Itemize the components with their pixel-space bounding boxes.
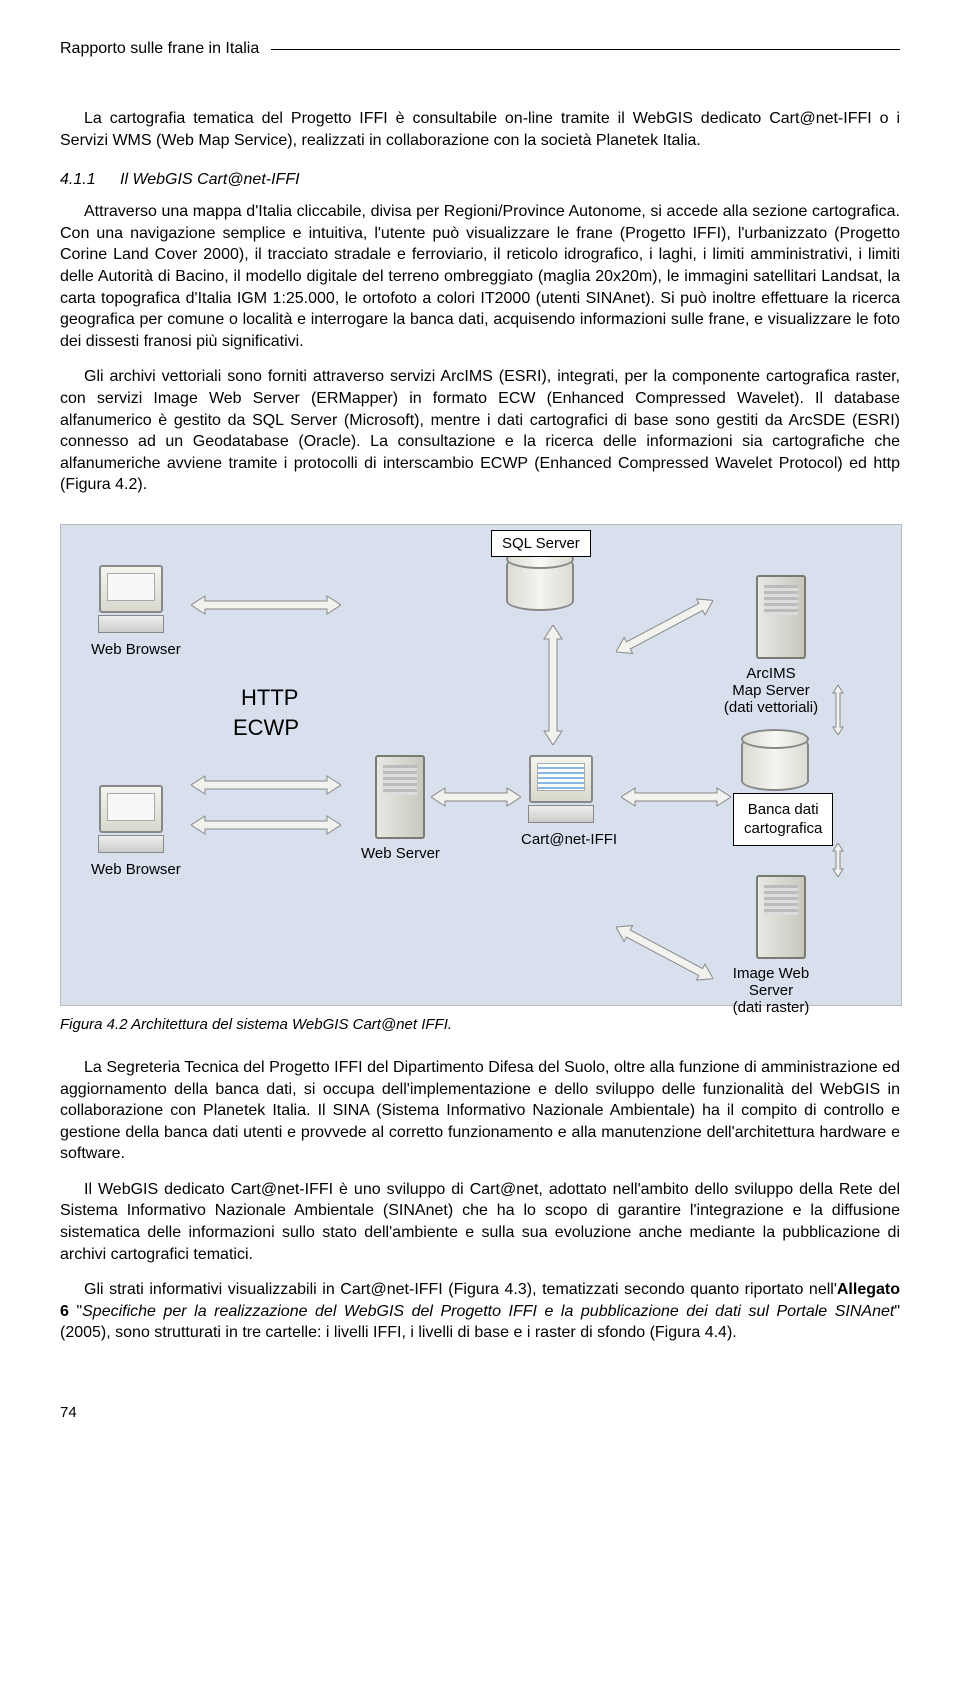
page-header: Rapporto sulle frane in Italia xyxy=(60,40,900,58)
paragraph-5: Gli strati informativi visualizzabili in… xyxy=(60,1279,900,1344)
figure-4-2: Web Browser Web Browser HTTP ECWP xyxy=(60,524,900,1006)
arrow-browser2-down2 xyxy=(191,813,341,837)
node-sql-server xyxy=(506,555,574,611)
label-banca: Banca dati cartografica xyxy=(733,793,833,846)
subsection-title: Il WebGIS Cart@net-IFFI xyxy=(120,171,300,189)
server-icon xyxy=(375,755,425,839)
label-http: HTTP xyxy=(241,685,298,711)
architecture-diagram: Web Browser Web Browser HTTP ECWP xyxy=(60,524,902,1006)
label-web-browser-2: Web Browser xyxy=(91,861,181,878)
label-web-browser-1: Web Browser xyxy=(91,641,181,658)
p5-pre: Gli strati informativi visualizzabili in… xyxy=(84,1281,837,1298)
label-web-server: Web Server xyxy=(361,845,440,862)
arrow-banca-imageweb xyxy=(831,843,845,877)
node-cart: Cart@net-IFFI xyxy=(521,755,617,848)
arrow-browser1-webserver xyxy=(191,593,341,617)
database-icon xyxy=(506,555,574,611)
header-rule xyxy=(271,49,900,50)
paragraph-2: Gli archivi vettoriali sono forniti attr… xyxy=(60,366,900,496)
label-imageweb: Image Web Server (dati raster) xyxy=(711,965,831,1016)
node-web-server: Web Server xyxy=(361,755,440,862)
header-title: Rapporto sulle frane in Italia xyxy=(60,40,271,58)
server-icon xyxy=(756,875,806,959)
label-ecwp: ECWP xyxy=(233,715,299,741)
label-arcims: ArcIMS Map Server (dati vettoriali) xyxy=(711,665,831,716)
arrow-cart-imageweb xyxy=(610,916,718,989)
paragraph-4: Il WebGIS dedicato Cart@net-IFFI è uno s… xyxy=(60,1179,900,1265)
computer-icon xyxy=(521,755,601,825)
node-imageweb: Image Web Server (dati raster) xyxy=(731,875,831,1016)
arrow-sql-cart xyxy=(541,625,565,745)
node-web-browser-2: Web Browser xyxy=(91,785,181,878)
arrow-arcims-banca xyxy=(831,685,845,735)
subsection-heading: 4.1.1 Il WebGIS Cart@net-IFFI xyxy=(60,171,900,189)
arrow-cart-banca xyxy=(621,785,731,809)
p5-mid: " xyxy=(69,1303,82,1320)
node-web-browser-1: Web Browser xyxy=(91,565,181,658)
arrow-cart-arcims xyxy=(610,590,718,663)
database-icon xyxy=(741,735,809,791)
paragraph-1: Attraverso una mappa d'Italia cliccabile… xyxy=(60,201,900,352)
server-icon xyxy=(756,575,806,659)
computer-icon xyxy=(91,565,171,635)
intro-paragraph: La cartografia tematica del Progetto IFF… xyxy=(60,108,900,151)
arrow-webserver-cart xyxy=(431,785,521,809)
paragraph-3: La Segreteria Tecnica del Progetto IFFI … xyxy=(60,1057,900,1165)
label-sql-server: SQL Server xyxy=(491,530,591,557)
node-banca-cyl xyxy=(741,735,809,791)
computer-icon xyxy=(91,785,171,855)
arrow-browser2-down xyxy=(191,773,341,797)
subsection-number: 4.1.1 xyxy=(60,171,120,189)
node-arcims: ArcIMS Map Server (dati vettoriali) xyxy=(731,575,831,716)
page-number: 74 xyxy=(60,1404,900,1421)
figure-caption: Figura 4.2 Architettura del sistema WebG… xyxy=(60,1016,900,1033)
label-cart: Cart@net-IFFI xyxy=(521,831,617,848)
p5-italic: Specifiche per la realizzazione del WebG… xyxy=(82,1303,894,1320)
